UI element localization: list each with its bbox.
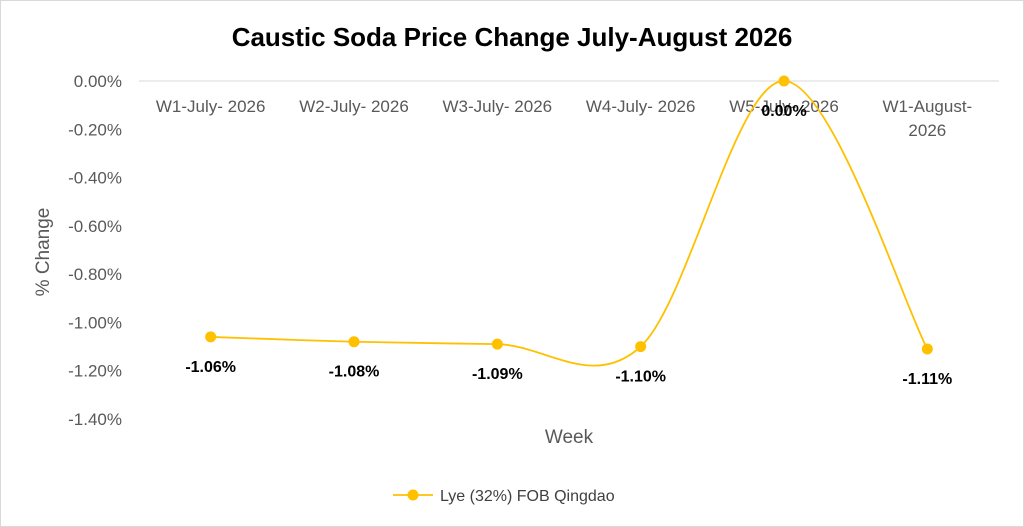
- y-tick-label: -0.80%: [68, 265, 122, 284]
- data-labels: -1.06% -1.08% -1.09% -1.10% 0.00% -1.11%: [185, 103, 952, 388]
- data-label: 0.00%: [761, 103, 806, 120]
- y-tick-label: -1.20%: [68, 362, 122, 381]
- data-label: -1.08%: [329, 364, 380, 381]
- x-tick-label: W4-July- 2026: [586, 97, 696, 116]
- data-point: [348, 336, 360, 348]
- data-point: [635, 341, 647, 353]
- legend: Lye (32%) FOB Qingdao: [393, 488, 615, 505]
- x-axis-ticks: W1-July- 2026 W2-July- 2026 W3-July- 2026 W…: [156, 97, 972, 140]
- y-tick-label: -0.40%: [68, 169, 122, 188]
- chart-title: Caustic Soda Price Change July-August 20…: [232, 22, 793, 52]
- data-label: -1.09%: [472, 366, 523, 383]
- series-line: [210, 80, 929, 367]
- data-label: -1.11%: [902, 371, 952, 388]
- y-tick-label: -1.40%: [68, 410, 122, 429]
- x-axis-title: Week: [545, 427, 594, 448]
- y-axis-title: % Change: [33, 208, 54, 297]
- y-tick-label: -1.00%: [68, 313, 122, 332]
- x-tick-label: W3-July- 2026: [443, 97, 553, 116]
- data-label: -1.10%: [615, 369, 666, 386]
- data-label: -1.06%: [185, 359, 236, 376]
- x-tick-label: W1-August-2026: [882, 97, 972, 140]
- legend-point-marker: [407, 489, 419, 501]
- y-tick-label: -0.20%: [68, 120, 122, 139]
- y-axis-ticks: 0.00% -0.20% -0.40% -0.60% -0.80% -1.00% -1.20…: [68, 72, 122, 429]
- x-tick-label: W1-July- 2026: [156, 97, 266, 116]
- x-tick-label: W2-July- 2026: [299, 97, 409, 116]
- y-tick-label: 0.00%: [74, 72, 122, 91]
- data-point: [778, 75, 790, 87]
- data-point: [491, 338, 503, 350]
- data-point: [205, 331, 217, 343]
- legend-label: Lye (32%) FOB Qingdao: [440, 488, 615, 505]
- data-point: [921, 343, 933, 355]
- y-tick-label: -0.60%: [68, 217, 122, 236]
- series-points: [205, 75, 933, 355]
